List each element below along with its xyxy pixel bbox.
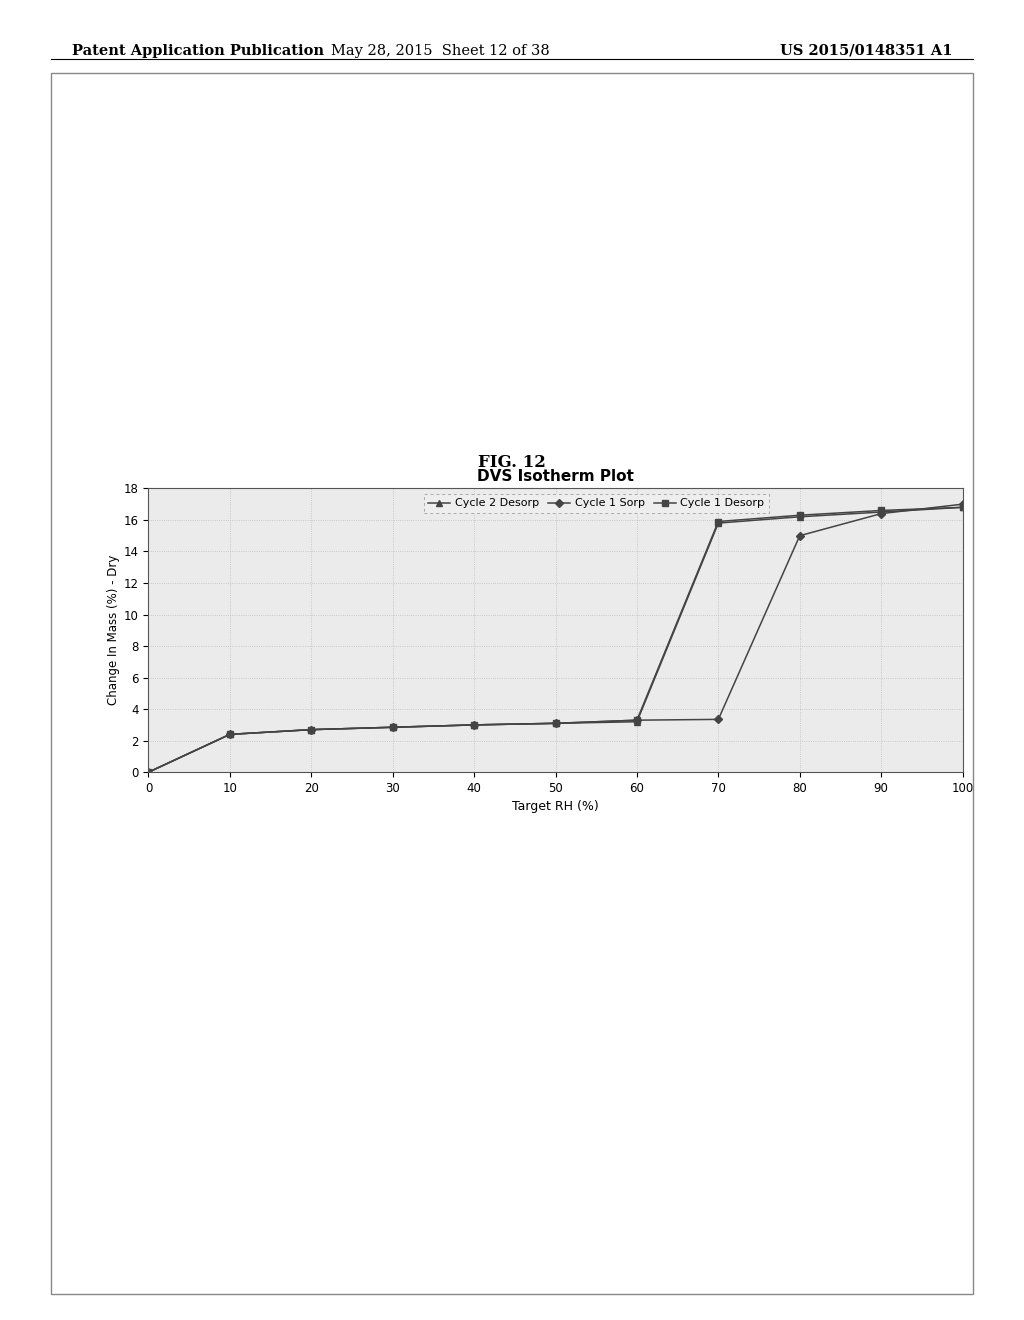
Line: Cycle 1 Desorp: Cycle 1 Desorp bbox=[145, 504, 966, 776]
Cycle 1 Sorp bbox=[713, 711, 725, 727]
Cycle 2 Desorp bbox=[713, 515, 725, 531]
Cycle 1 Sorp bbox=[223, 726, 236, 742]
Cycle 1 Desorp bbox=[631, 713, 643, 729]
Cycle 1 Desorp bbox=[468, 717, 480, 733]
Cycle 2 Desorp bbox=[549, 715, 561, 731]
Cycle 2 Desorp bbox=[387, 719, 399, 735]
Cycle 1 Desorp bbox=[549, 715, 561, 731]
Cycle 1 Desorp bbox=[874, 503, 887, 519]
Cycle 1 Desorp bbox=[142, 764, 155, 780]
Cycle 1 Sorp bbox=[956, 496, 969, 512]
Y-axis label: Change In Mass (%) - Dry: Change In Mass (%) - Dry bbox=[106, 556, 120, 705]
Text: Patent Application Publication: Patent Application Publication bbox=[72, 44, 324, 58]
X-axis label: Target RH (%): Target RH (%) bbox=[512, 800, 599, 813]
Cycle 2 Desorp bbox=[631, 714, 643, 730]
Legend: Cycle 2 Desorp, Cycle 1 Sorp, Cycle 1 Desorp: Cycle 2 Desorp, Cycle 1 Sorp, Cycle 1 De… bbox=[424, 494, 769, 513]
Text: US 2015/0148351 A1: US 2015/0148351 A1 bbox=[780, 44, 952, 58]
Text: FIG. 12: FIG. 12 bbox=[478, 454, 546, 471]
Line: Cycle 2 Desorp: Cycle 2 Desorp bbox=[145, 504, 966, 776]
Cycle 1 Desorp bbox=[794, 507, 806, 523]
Cycle 1 Sorp bbox=[794, 528, 806, 544]
Text: May 28, 2015  Sheet 12 of 38: May 28, 2015 Sheet 12 of 38 bbox=[331, 44, 550, 58]
Cycle 2 Desorp bbox=[468, 717, 480, 733]
Cycle 2 Desorp bbox=[794, 508, 806, 524]
Cycle 2 Desorp bbox=[956, 499, 969, 515]
Cycle 1 Desorp bbox=[305, 722, 317, 738]
Cycle 1 Sorp bbox=[631, 713, 643, 729]
Cycle 1 Sorp bbox=[874, 506, 887, 521]
Cycle 1 Desorp bbox=[713, 513, 725, 529]
Cycle 1 Sorp bbox=[468, 717, 480, 733]
Line: Cycle 1 Sorp: Cycle 1 Sorp bbox=[145, 502, 966, 775]
Title: DVS Isotherm Plot: DVS Isotherm Plot bbox=[477, 470, 634, 484]
Cycle 1 Desorp bbox=[956, 499, 969, 515]
Cycle 2 Desorp bbox=[223, 726, 236, 742]
Cycle 1 Desorp bbox=[387, 719, 399, 735]
Cycle 1 Sorp bbox=[305, 722, 317, 738]
Cycle 1 Sorp bbox=[549, 715, 561, 731]
Cycle 2 Desorp bbox=[874, 504, 887, 520]
Cycle 1 Desorp bbox=[223, 726, 236, 742]
Cycle 1 Sorp bbox=[387, 719, 399, 735]
Cycle 1 Sorp bbox=[142, 764, 155, 780]
Cycle 2 Desorp bbox=[142, 764, 155, 780]
Cycle 2 Desorp bbox=[305, 722, 317, 738]
